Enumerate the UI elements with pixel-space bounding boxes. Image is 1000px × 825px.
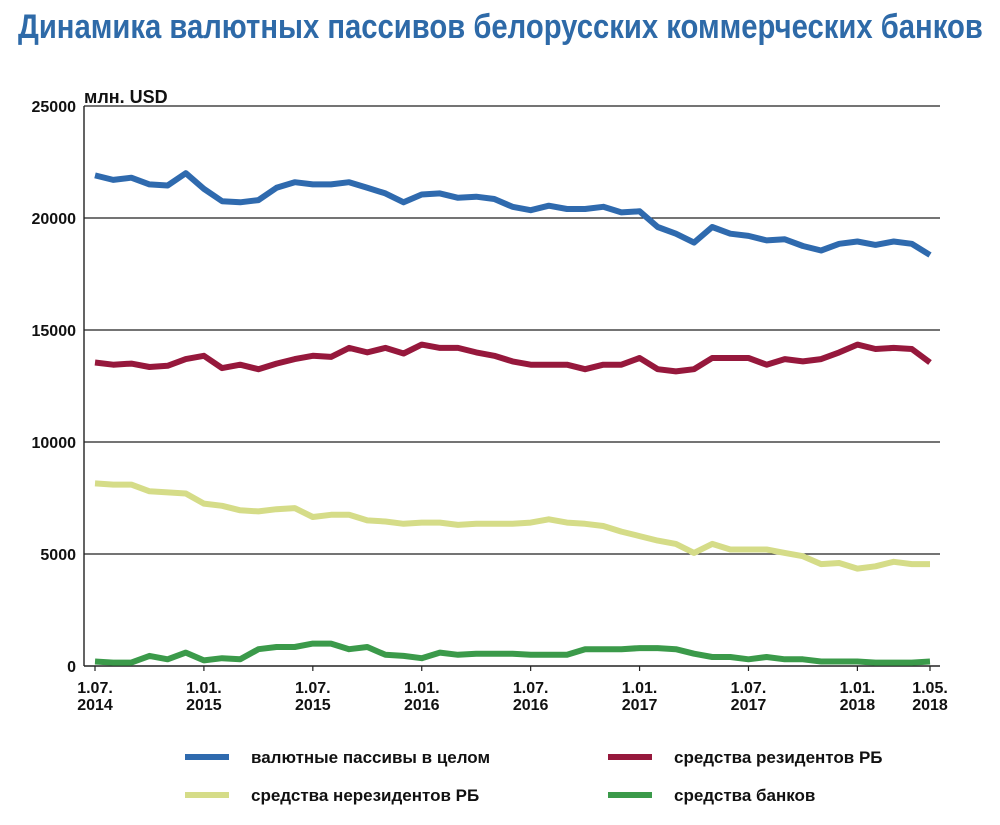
axes: 05000100001500020000250001.07.20141.01.2… <box>32 99 948 714</box>
x-tick-label-year: 2014 <box>77 697 113 714</box>
y-tick-label: 20000 <box>32 211 77 228</box>
series-lines <box>94 170 932 666</box>
x-tick-label: 1.07. <box>77 680 113 697</box>
y-tick-label: 15000 <box>32 323 77 340</box>
x-tick-label-year: 2016 <box>513 697 549 714</box>
gridlines <box>84 105 940 555</box>
y-axis-unit-label: млн. USD <box>84 87 168 107</box>
chart-title: Динамика валютных пассивов белорусских к… <box>18 8 983 46</box>
series-line-1 <box>94 170 932 258</box>
x-tick-label: 1.01. <box>622 680 658 697</box>
x-tick-label-year: 2015 <box>295 697 331 714</box>
x-tick-label-year: 2018 <box>840 697 876 714</box>
x-tick-label: 1.05. <box>912 680 948 697</box>
x-tick-label: 1.01. <box>404 680 440 697</box>
legend-label-2: средства резидентов РБ <box>674 748 883 767</box>
x-tick-label: 1.01. <box>186 680 222 697</box>
y-tick-label: 25000 <box>32 99 77 116</box>
x-tick-label-year: 2016 <box>404 697 440 714</box>
x-tick-label: 1.07. <box>295 680 331 697</box>
y-tick-label: 5000 <box>40 547 76 564</box>
x-tick-label: 1.07. <box>731 680 767 697</box>
series-line-4 <box>94 640 931 666</box>
x-tick-label-year: 2017 <box>622 697 658 714</box>
x-tick-label: 1.07. <box>513 680 549 697</box>
legend-label-3: средства нерезидентов РБ <box>251 786 479 805</box>
x-tick-label-year: 2015 <box>186 697 222 714</box>
legend-label-1: валютные пассивы в целом <box>251 748 490 767</box>
legend: валютные пассивы в целом средства резиден… <box>185 748 883 805</box>
x-tick-label-year: 2017 <box>731 697 767 714</box>
y-tick-label: 10000 <box>32 435 77 452</box>
x-tick-label-year: 2018 <box>912 697 948 714</box>
x-tick-label: 1.01. <box>840 680 876 697</box>
y-tick-label: 0 <box>67 659 76 676</box>
series-line-2 <box>94 341 932 375</box>
legend-label-4: средства банков <box>674 786 815 805</box>
series-line-3 <box>94 480 930 572</box>
